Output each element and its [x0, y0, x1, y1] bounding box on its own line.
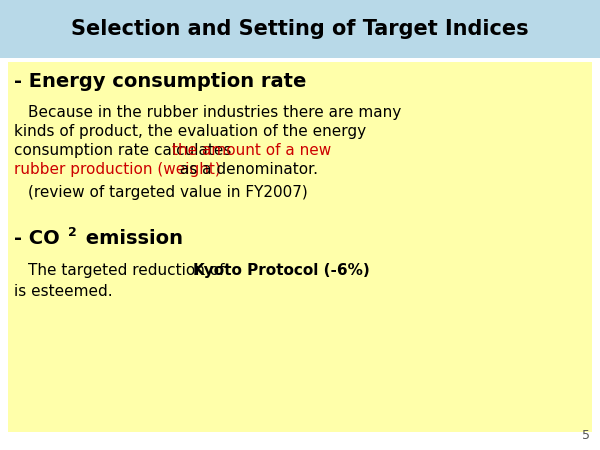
Text: - CO: - CO [14, 229, 60, 248]
Text: Because in the rubber industries there are many: Because in the rubber industries there a… [28, 105, 401, 120]
Text: Selection and Setting of Target Indices: Selection and Setting of Target Indices [71, 19, 529, 39]
Text: kinds of product, the evaluation of the energy: kinds of product, the evaluation of the … [14, 124, 366, 139]
Text: 5: 5 [582, 429, 590, 442]
Text: rubber production (weight): rubber production (weight) [14, 162, 221, 177]
Bar [8, 62, 592, 432]
Text: (review of targeted value in FY2007): (review of targeted value in FY2007) [28, 185, 308, 200]
Text: - Energy consumption rate: - Energy consumption rate [14, 72, 307, 91]
Text: as a denominator.: as a denominator. [175, 162, 318, 177]
Text: emission: emission [79, 229, 183, 248]
Bar [0, 0, 600, 58]
Text: Kyoto Protocol (-6%): Kyoto Protocol (-6%) [193, 263, 370, 278]
Text: consumption rate calculates: consumption rate calculates [14, 143, 236, 158]
Text: is esteemed.: is esteemed. [14, 284, 113, 299]
Text: the amount of a new: the amount of a new [172, 143, 331, 158]
Text: The targeted reduction of: The targeted reduction of [28, 263, 229, 278]
Text: 2: 2 [68, 226, 77, 239]
